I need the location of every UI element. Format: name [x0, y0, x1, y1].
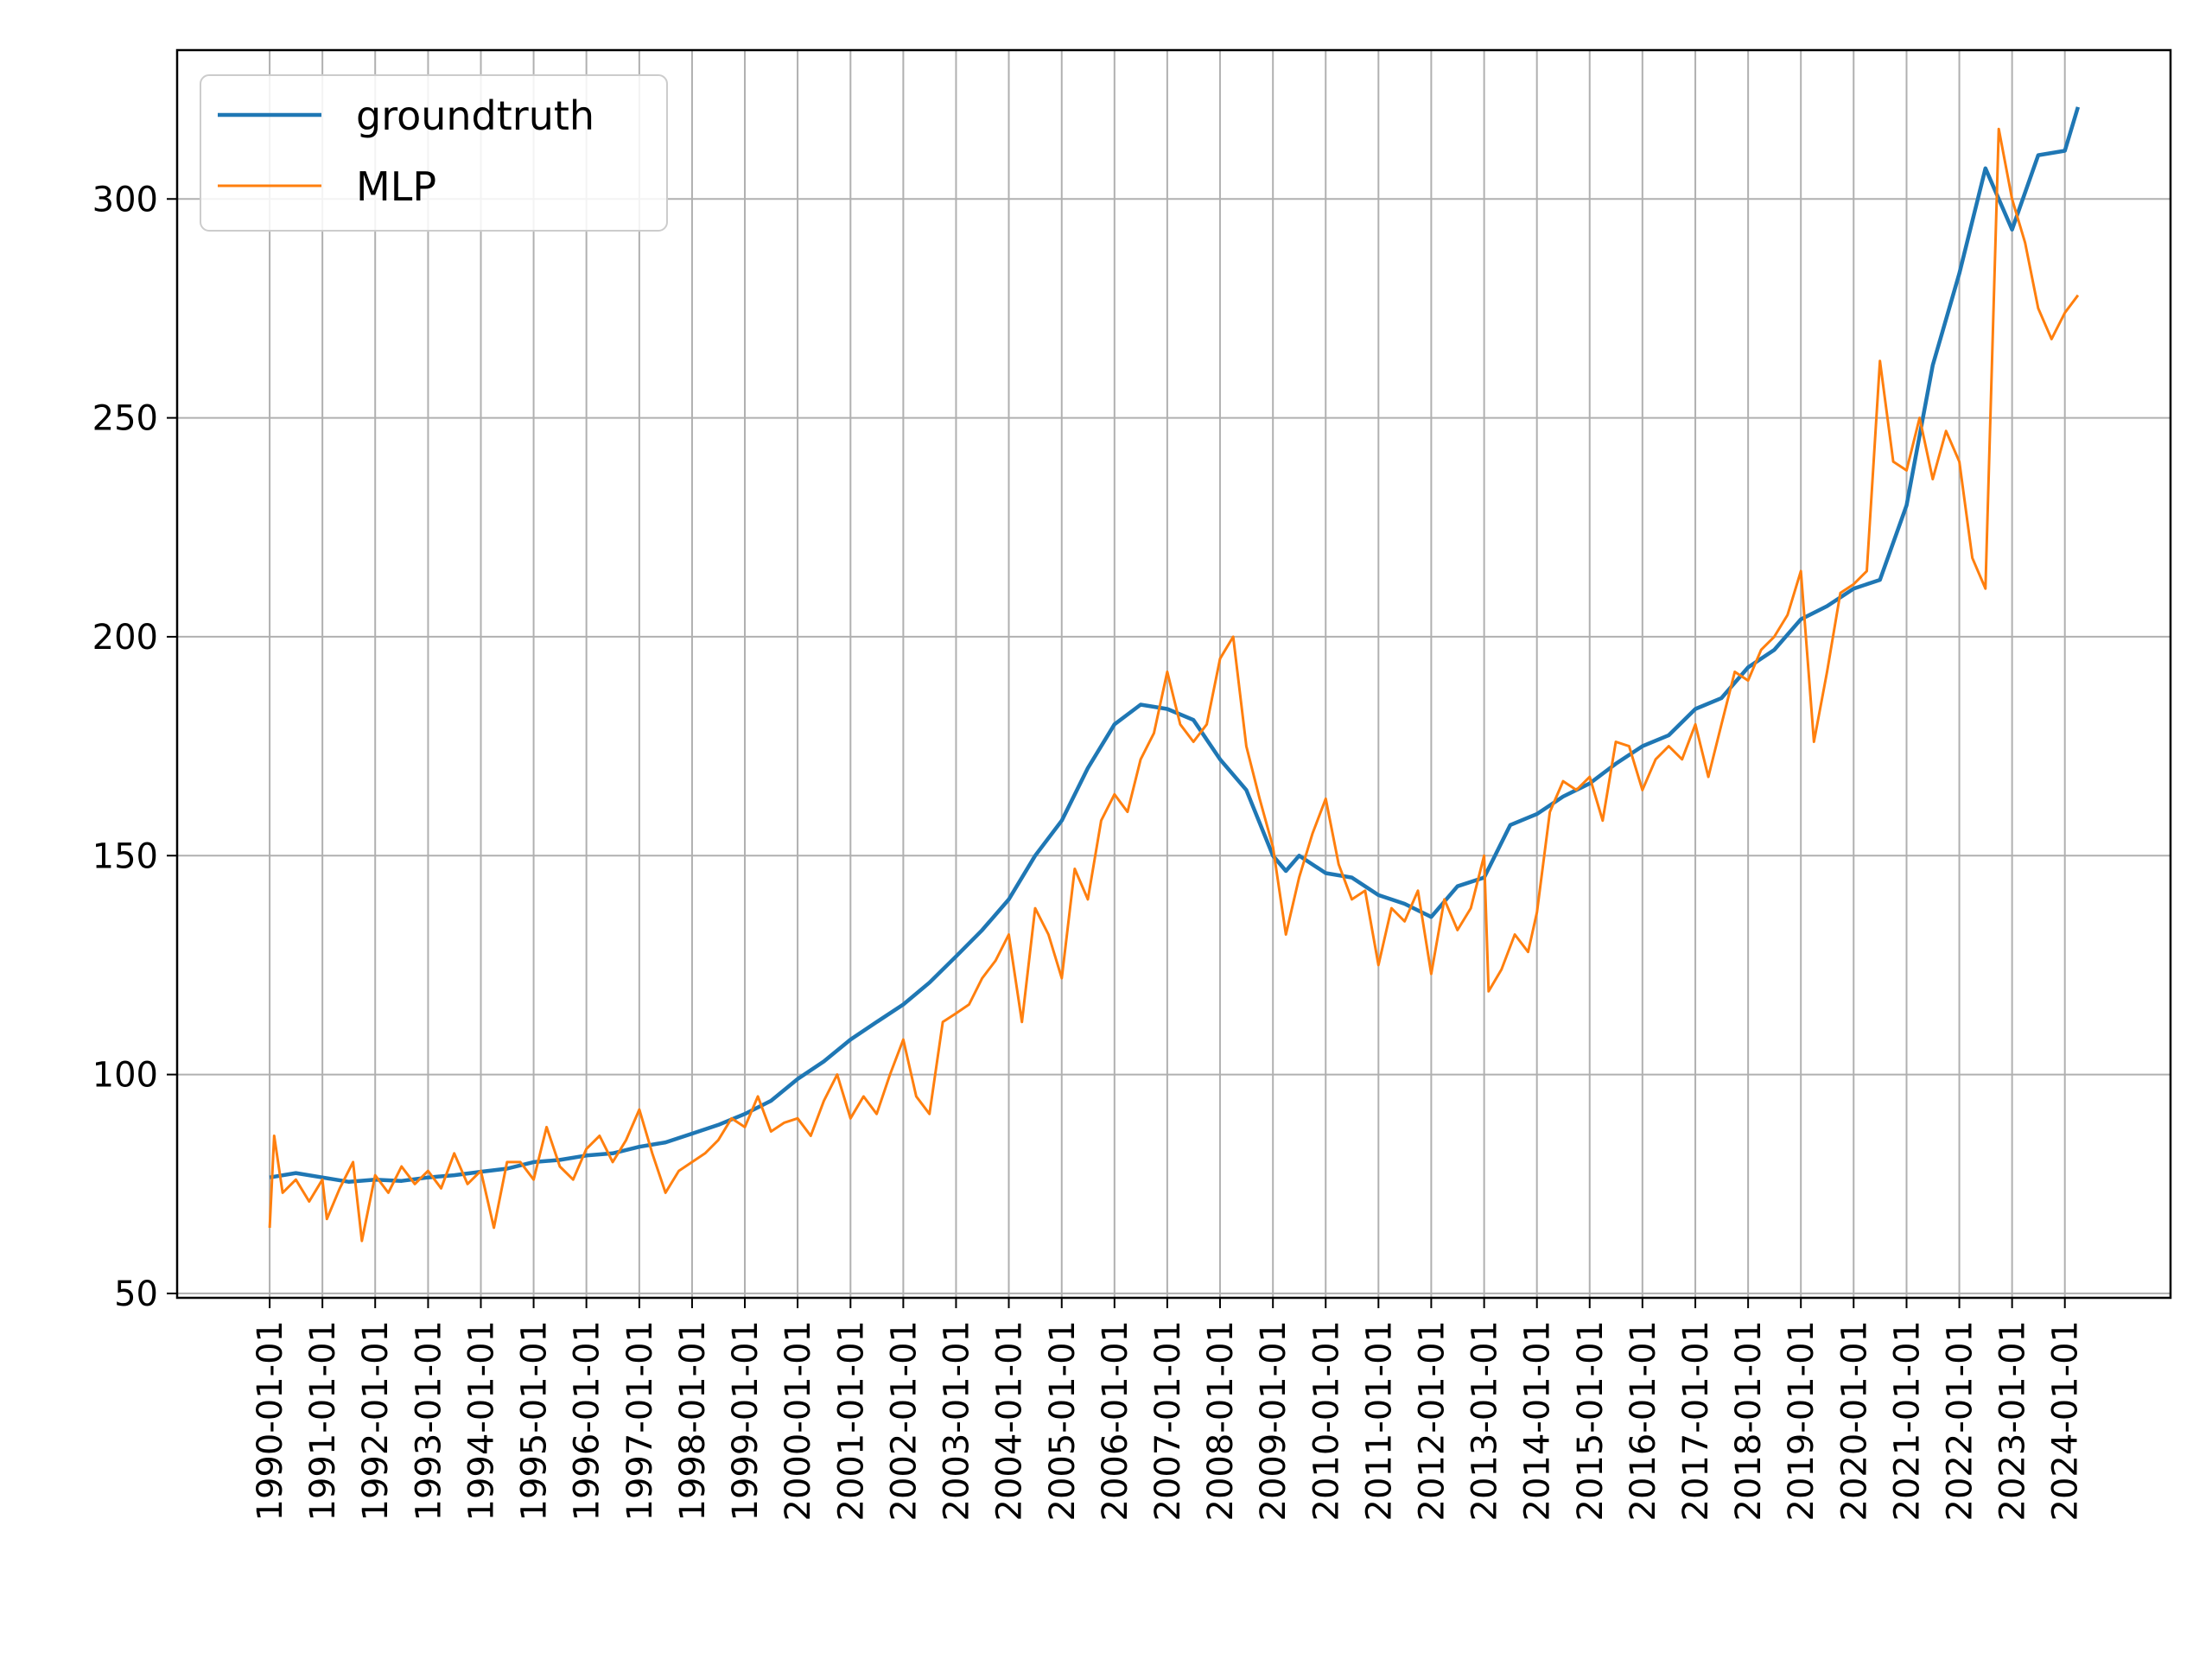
x-tick-label: 2008-01-01: [1201, 1320, 1241, 1521]
x-tick-label: 2023-01-01: [1993, 1320, 2033, 1521]
x-tick-label: 1999-01-01: [726, 1320, 766, 1521]
series-line-groundtruth: [269, 106, 2081, 1184]
x-tick-label: 1992-01-01: [356, 1320, 396, 1521]
x-tick-label: 2009-01-01: [1254, 1320, 1294, 1521]
x-tick-label: 2017-01-01: [1676, 1320, 1716, 1521]
x-tick-label: 1997-01-01: [620, 1320, 660, 1521]
legend-label-mlp: MLP: [356, 163, 436, 210]
x-tick-label: 2015-01-01: [1571, 1320, 1611, 1521]
x-tick-label: 1991-01-01: [303, 1320, 343, 1521]
legend: groundtruth MLP: [200, 74, 668, 232]
x-tick-label: 1996-01-01: [568, 1320, 607, 1521]
x-tick-label: 1998-01-01: [673, 1320, 713, 1521]
x-tick-label: 2000-01-01: [779, 1320, 818, 1521]
legend-label-groundtruth: groundtruth: [356, 92, 594, 139]
x-tick-label: 2003-01-01: [937, 1320, 976, 1521]
x-tick-label: 1994-01-01: [462, 1320, 502, 1521]
series-line-mlp: [268, 127, 2080, 1243]
x-tick-label: 2007-01-01: [1148, 1320, 1188, 1521]
x-tick-label: 1993-01-01: [409, 1320, 448, 1521]
y-axis: 50 100 150 200 250 300: [92, 180, 177, 1314]
x-tick-label: 2001-01-01: [831, 1320, 871, 1521]
series-layer: [268, 106, 2081, 1243]
x-tick-label: 2018-01-01: [1729, 1320, 1769, 1521]
x-axis: 1990-01-01 1991-01-01 1992-01-01 1993-01-01…: [251, 1298, 2086, 1521]
y-tick-label: 100: [92, 1056, 158, 1096]
x-tick-label: 1995-01-01: [515, 1320, 555, 1521]
y-tick-label: 250: [92, 399, 158, 439]
x-tick-label: 2012-01-01: [1412, 1320, 1452, 1521]
x-tick-label: 2022-01-01: [1941, 1320, 1980, 1521]
x-tick-label: 2019-01-01: [1782, 1320, 1821, 1521]
x-tick-label: 2010-01-01: [1306, 1320, 1346, 1521]
y-tick-label: 150: [92, 836, 158, 876]
x-tick-label: 2016-01-01: [1624, 1320, 1663, 1521]
y-tick-label: 50: [114, 1274, 158, 1314]
grid: [177, 50, 2171, 1298]
x-tick-label: 2013-01-01: [1465, 1320, 1505, 1521]
x-tick-label: 1990-01-01: [251, 1320, 290, 1521]
x-tick-label: 2011-01-01: [1359, 1320, 1399, 1521]
x-tick-label: 2014-01-01: [1518, 1320, 1558, 1521]
x-tick-label: 2024-01-01: [2046, 1320, 2086, 1521]
x-tick-label: 2004-01-01: [990, 1320, 1030, 1521]
y-tick-label: 300: [92, 180, 158, 219]
x-tick-label: 2002-01-01: [884, 1320, 924, 1521]
plot-frame: [175, 48, 2172, 1300]
x-tick-label: 2006-01-01: [1096, 1320, 1135, 1521]
x-tick-label: 2005-01-01: [1043, 1320, 1083, 1521]
x-tick-label: 2020-01-01: [1834, 1320, 1874, 1521]
y-tick-label: 200: [92, 618, 158, 658]
x-tick-label: 2021-01-01: [1887, 1320, 1927, 1521]
